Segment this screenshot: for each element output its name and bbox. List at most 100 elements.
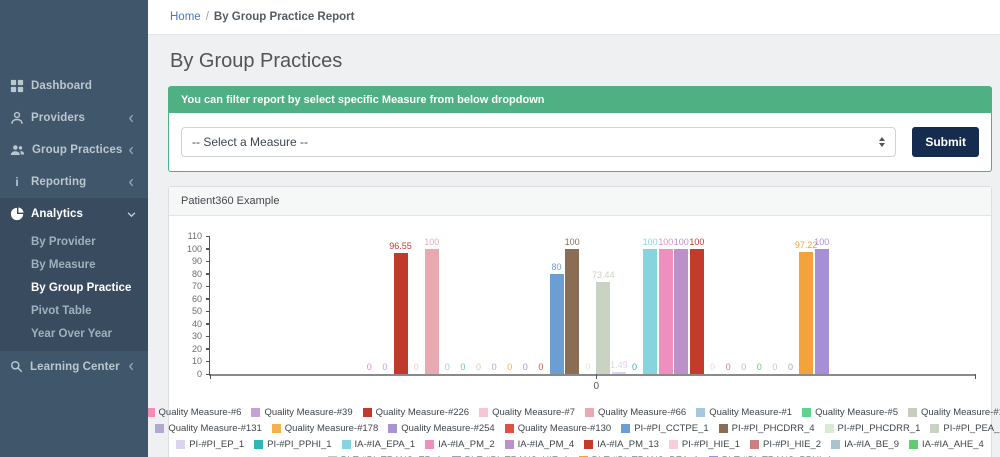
legend-item-IA-#IA_AHE_4[interactable]: IA-#IA_AHE_4	[909, 439, 984, 450]
legend-label: Quality Measure-#226	[375, 407, 470, 418]
legend-swatch	[585, 408, 594, 417]
sidebar-item-providers[interactable]: Providers	[0, 102, 148, 134]
bar-PI-T-#PI_TRANS_PPHI_1[interactable]	[814, 248, 829, 374]
bar-value-label: 0	[741, 362, 747, 372]
legend-item-PI-#PI_CCTPE_1[interactable]: PI-#PI_CCTPE_1	[621, 423, 709, 434]
filter-panel: You can filter report by select specific…	[168, 86, 992, 172]
bar-value-label: 0	[585, 362, 591, 372]
bar-PI-#PI_EP_1[interactable]	[611, 372, 626, 374]
legend-label: PI-T-#PI_TRANS_PEA_1	[592, 455, 699, 457]
measure-select[interactable]: -- Select a Measure --	[181, 127, 897, 157]
bar-value-label: 1.49	[610, 360, 628, 371]
bar-IA-#IA_PM_2[interactable]	[658, 248, 673, 374]
chevron-left-icon	[127, 178, 136, 187]
legend-label: IA-#IA_EPA_1	[354, 439, 416, 450]
bar-value-label: 0	[476, 362, 482, 372]
dashboard-grid-icon	[10, 79, 24, 93]
breadcrumb-home-link[interactable]: Home	[170, 11, 201, 23]
legend-label: IA-#IA_BE_9	[844, 439, 900, 450]
legend-item-Quality Measure-#1[interactable]: Quality Measure-#1	[696, 407, 792, 418]
legend-item-PI-#PI_PHCDRR_1[interactable]: PI-#PI_PHCDRR_1	[824, 423, 920, 434]
bar-PI-#PI_CCTPE_1[interactable]	[549, 273, 564, 374]
sidebar-subitem-pivot-table[interactable]: Pivot Table	[31, 304, 92, 317]
y-axis-tick	[206, 310, 210, 313]
chart-legend: Quality Measure-#6 Quality Measure-#39 Qua…	[148, 406, 1000, 457]
user-icon	[10, 111, 24, 125]
bar-PI-T-#PI_TRANS_PEA_1[interactable]	[799, 252, 814, 374]
bar-value-label: 0	[522, 362, 528, 372]
bar-value-label: 0	[538, 362, 544, 372]
legend-item-Quality Measure-#178[interactable]: Quality Measure-#178	[271, 423, 378, 434]
y-axis-label: 10	[191, 356, 202, 367]
bar-value-label: 80	[551, 261, 562, 272]
sidebar-subitem-by-provider[interactable]: By Provider	[31, 235, 96, 248]
legend-item-Quality Measure-#226[interactable]: Quality Measure-#226	[362, 407, 470, 418]
sidebar-item-reporting[interactable]: i Reporting	[0, 166, 148, 198]
legend-label: PI-#PI_HIE_2	[763, 439, 822, 450]
sidebar-item-learning-center[interactable]: Learning Center	[0, 351, 148, 382]
legend-item-Quality Measure-#5[interactable]: Quality Measure-#5	[802, 407, 898, 418]
bar-Quality Measure-#226[interactable]	[393, 252, 408, 374]
legend-label: PI-#PI_HIE_1	[681, 439, 740, 450]
submit-button[interactable]: Submit	[912, 127, 979, 157]
breadcrumb-current: By Group Practice Report	[213, 11, 355, 23]
legend-item-Quality Measure-#7[interactable]: Quality Measure-#7	[479, 407, 575, 418]
chevron-left-icon	[127, 146, 136, 155]
legend-label: PI-T-#PI_TRANS_HIE_1	[465, 455, 569, 457]
legend-item-PI-#PI_HIE_1[interactable]: PI-#PI_HIE_1	[668, 439, 740, 450]
legend-item-PI-#PI_PHCDRR_4[interactable]: PI-#PI_PHCDRR_4	[718, 423, 815, 434]
legend-row: Quality Measure-#6 Quality Measure-#39 Qua…	[148, 406, 1000, 419]
legend-item-Quality Measure-#6[interactable]: Quality Measure-#6	[148, 407, 241, 418]
legend-item-Quality Measure-#109[interactable]: Quality Measure-#109	[908, 407, 1000, 418]
sidebar-subitem-year-over-year[interactable]: Year Over Year	[31, 327, 112, 340]
analytics-submenu: By Provider By Measure By Group Practice Pi…	[0, 230, 148, 345]
legend-label: PI-#PI_PEA_1	[943, 423, 1000, 434]
legend-swatch	[584, 440, 594, 449]
legend-swatch	[930, 424, 940, 433]
bar-IA-#IA_PM_13[interactable]	[689, 248, 704, 374]
legend-item-PI-#PI_HIE_2[interactable]: PI-#PI_HIE_2	[750, 439, 821, 450]
x-axis-tick	[209, 374, 211, 379]
sidebar-subitem-by-group-practice[interactable]: By Group Practice	[31, 281, 132, 294]
legend-swatch	[271, 424, 281, 433]
legend-item-Quality Measure-#39[interactable]: Quality Measure-#39	[251, 407, 353, 418]
sidebar-item-group-practices[interactable]: Group Practices	[0, 134, 148, 166]
x-axis-tick	[595, 374, 598, 379]
legend-item-Quality Measure-#130[interactable]: Quality Measure-#130	[504, 423, 612, 434]
bar-PI-#PI_PEA_1[interactable]	[596, 281, 611, 374]
legend-item-PI-#PI_PPHI_1[interactable]: PI-#PI_PPHI_1	[254, 439, 332, 450]
legend-label: Quality Measure-#1	[709, 407, 793, 418]
legend-item-IA-#IA_EPA_1[interactable]: IA-#IA_EPA_1	[341, 439, 416, 450]
legend-item-Quality Measure-#254[interactable]: Quality Measure-#254	[388, 423, 495, 434]
sidebar-subitem-by-measure[interactable]: By Measure	[31, 258, 96, 271]
legend-item-IA-#IA_PM_4[interactable]: IA-#IA_PM_4	[504, 439, 574, 450]
y-axis-label: 0	[196, 369, 202, 379]
legend-label: PI-#PI_PPHI_1	[267, 439, 332, 450]
bar-value-label: 0	[460, 362, 466, 372]
legend-swatch	[824, 424, 834, 433]
legend-item-PI-#PI_PEA_1[interactable]: PI-#PI_PEA_1	[930, 423, 1000, 434]
bar-value-label: 73.44	[592, 269, 615, 280]
legend-item-Quality Measure-#66[interactable]: Quality Measure-#66	[585, 407, 686, 418]
sidebar-item-dashboard[interactable]: Dashboard	[0, 70, 148, 102]
legend-item-IA-#IA_BE_9[interactable]: IA-#IA_BE_9	[831, 439, 899, 450]
bar-Quality Measure-#66[interactable]	[424, 248, 439, 374]
legend-item-Quality Measure-#131[interactable]: Quality Measure-#131	[155, 423, 262, 434]
sidebar-item-analytics[interactable]: Analytics	[0, 198, 148, 230]
legend-swatch	[479, 408, 489, 417]
legend-item-PI-#PI_EP_1[interactable]: PI-#PI_EP_1	[176, 439, 244, 450]
y-axis-label: 60	[191, 293, 202, 304]
chevron-down-icon	[127, 210, 136, 219]
bar-PI-#PI_PHCDRR_4[interactable]	[565, 248, 580, 374]
bar-IA-#IA_EPA_1[interactable]	[643, 248, 658, 374]
select-arrows-icon	[879, 137, 886, 147]
bar-IA-#IA_PM_4[interactable]	[674, 248, 689, 374]
legend-swatch	[802, 408, 812, 417]
legend-item-IA-#IA_PM_2[interactable]: IA-#IA_PM_2	[425, 439, 495, 450]
legend-label: Quality Measure-#130	[517, 423, 612, 434]
legend-label: Quality Measure-#131	[168, 423, 262, 434]
bar-value-label: 100	[689, 236, 705, 247]
legend-swatch	[718, 424, 728, 433]
legend-item-IA-#IA_PM_13[interactable]: IA-#IA_PM_13	[584, 439, 659, 450]
legend-swatch	[504, 440, 514, 449]
